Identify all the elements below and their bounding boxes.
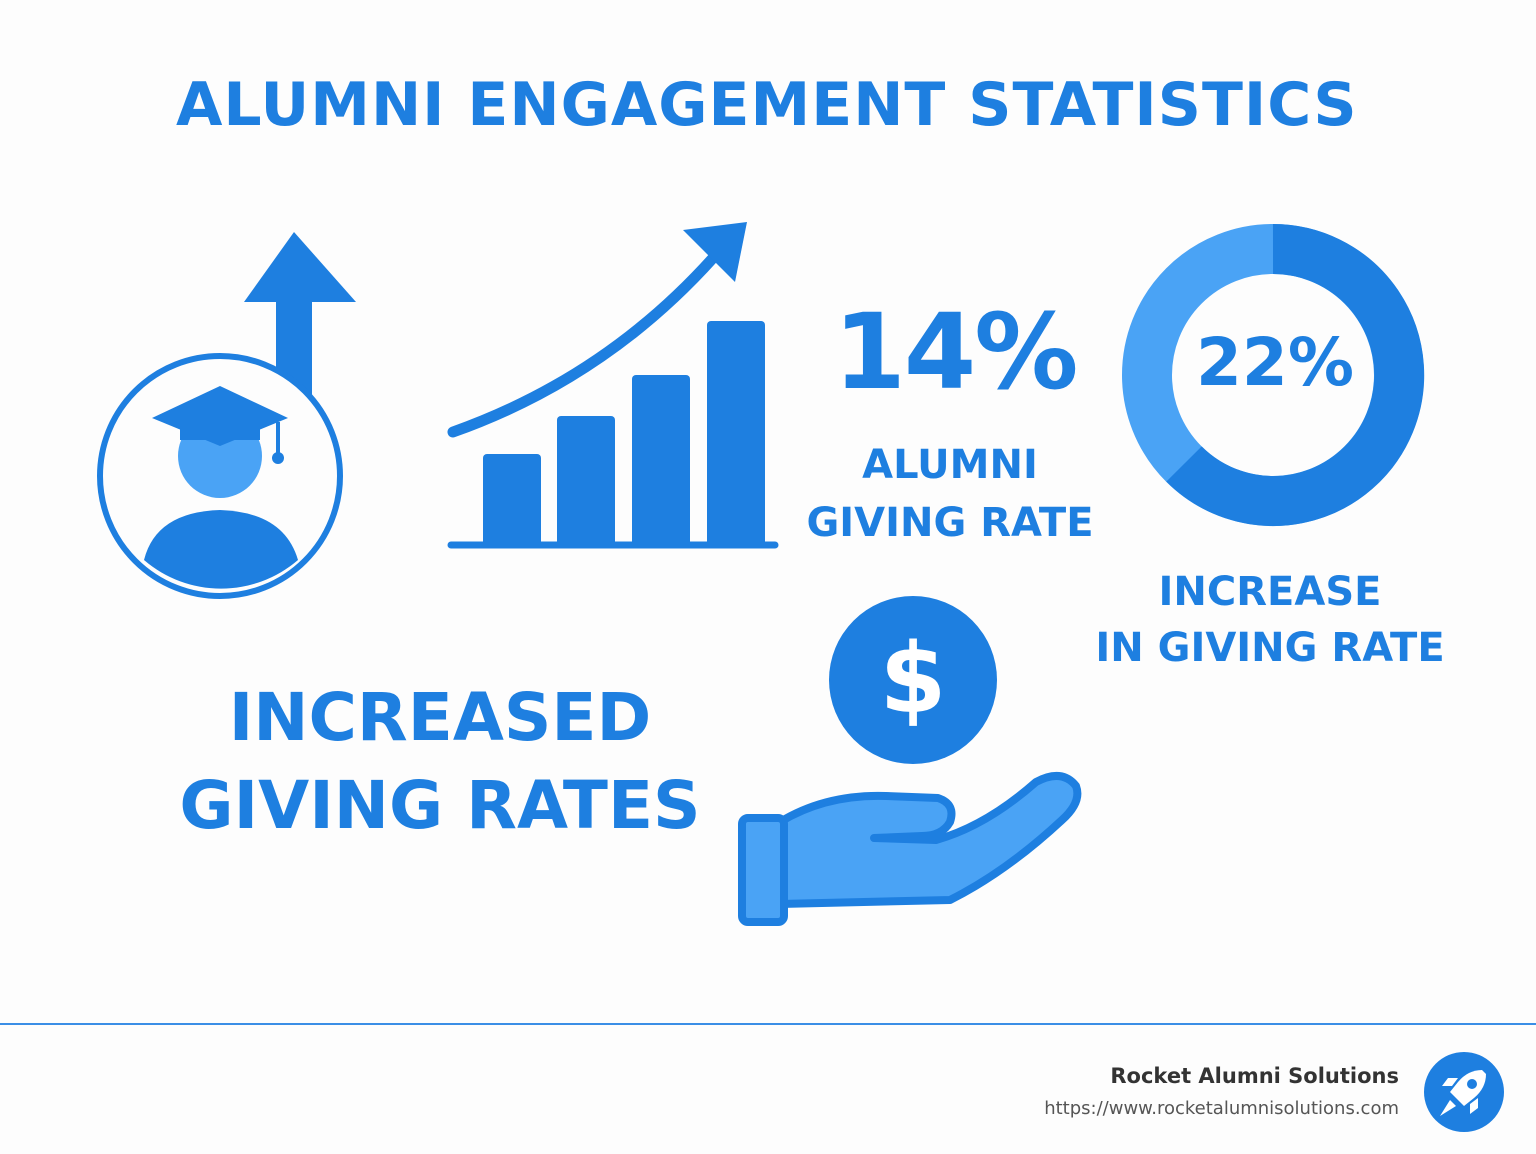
rocket-logo-icon [1424, 1052, 1504, 1132]
giving-rate-label: ALUMNI GIVING RATE [800, 436, 1100, 552]
footer-divider [0, 1023, 1536, 1025]
giving-rate-label-line1: ALUMNI [862, 442, 1038, 488]
giving-rate-value: 14% [833, 291, 1079, 413]
page-title: ALUMNI ENGAGEMENT STATISTICS [176, 70, 1358, 140]
increase-value: 22% [1196, 324, 1354, 401]
brand-url[interactable]: https://www.rocketalumnisolutions.com [1044, 1098, 1399, 1119]
brand-name: Rocket Alumni Solutions [1110, 1064, 1399, 1088]
hand-coin-dollar-icon: $ [738, 596, 1082, 926]
graduate-up-arrow-icon [97, 232, 356, 599]
increase-label-line1: INCREASE [1158, 569, 1382, 615]
svg-text:$: $ [880, 623, 947, 735]
increase-label-line2: IN GIVING RATE [1095, 625, 1445, 671]
donut-ring-icon [1122, 224, 1425, 526]
bar-chart-growth-icon [447, 222, 779, 549]
headline-line2: GIVING RATES [179, 767, 701, 844]
headline-line1: INCREASED [228, 679, 652, 756]
increase-label: INCREASE IN GIVING RATE [1090, 564, 1450, 676]
giving-rate-label-line2: GIVING RATE [806, 500, 1094, 546]
headline: INCREASED GIVING RATES [160, 674, 720, 850]
